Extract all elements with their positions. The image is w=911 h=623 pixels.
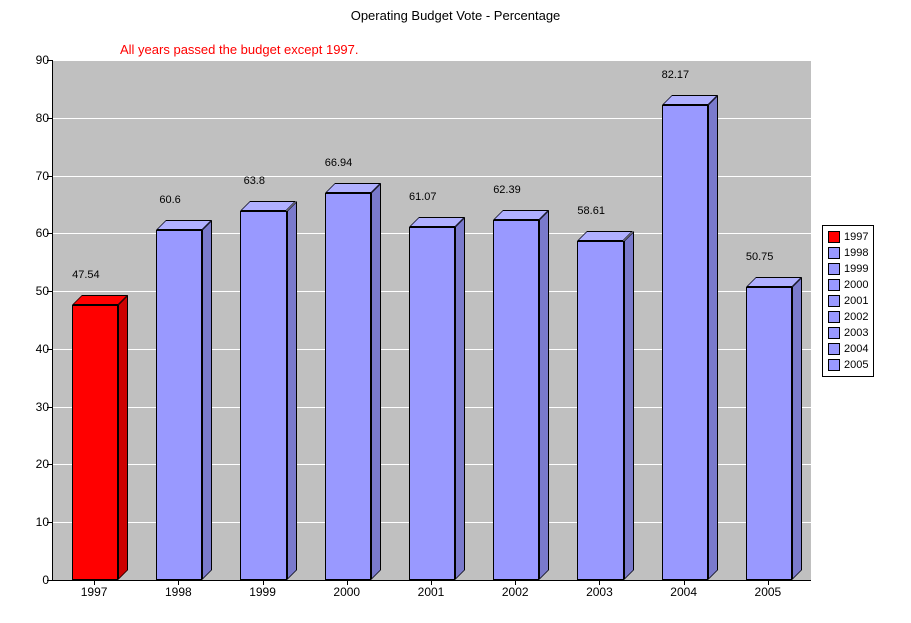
- xtick-mark: [94, 581, 95, 585]
- ytick-mark: [47, 291, 52, 292]
- ytick-label: 60: [9, 226, 49, 240]
- bar-2002: [493, 220, 539, 580]
- xtick-label: 2000: [333, 585, 360, 599]
- bar-2005: [746, 287, 792, 580]
- chart-title: Operating Budget Vote - Percentage: [0, 8, 911, 23]
- bar-2000: [325, 193, 371, 580]
- xtick-label: 2001: [418, 585, 445, 599]
- bar-side-shade: [455, 217, 465, 580]
- ytick-mark: [47, 176, 52, 177]
- bar-value-label: 61.07: [409, 191, 437, 203]
- legend-item: 1997: [828, 229, 868, 245]
- bar-side-shade: [202, 220, 212, 580]
- legend-swatch: [828, 279, 840, 291]
- ytick-label: 50: [9, 284, 49, 298]
- legend-swatch: [828, 311, 840, 323]
- ytick-label: 0: [9, 573, 49, 587]
- legend-swatch: [828, 327, 840, 339]
- bar-value-label: 47.54: [72, 269, 100, 281]
- bar-value-label: 66.94: [325, 157, 353, 169]
- ytick-mark: [47, 118, 52, 119]
- ytick-label: 70: [9, 169, 49, 183]
- ytick-mark: [47, 522, 52, 523]
- ytick-label: 40: [9, 342, 49, 356]
- bar-1997: [72, 305, 118, 580]
- chart-annotation: All years passed the budget except 1997.: [120, 42, 359, 57]
- legend-swatch: [828, 295, 840, 307]
- legend-label: 2002: [844, 311, 868, 323]
- plot-area: 47.54 60.6 63.8 66.94 61.07 62.39 58.61 82.17 50…: [52, 60, 811, 581]
- legend-item: 2002: [828, 309, 868, 325]
- bar-side-shade: [287, 201, 297, 580]
- ytick-mark: [47, 233, 52, 234]
- ytick-mark: [47, 580, 52, 581]
- legend-item: 2003: [828, 325, 868, 341]
- legend-swatch: [828, 263, 840, 275]
- bar-2003: [577, 241, 623, 580]
- legend: 1997 1998 1999 2000 2001 2002 2003 2004 2005: [822, 225, 874, 377]
- bar-value-label: 63.8: [244, 175, 265, 187]
- ytick-mark: [47, 464, 52, 465]
- bar-side-shade: [624, 231, 634, 580]
- ytick-mark: [47, 349, 52, 350]
- bar-side-shade: [708, 95, 718, 580]
- legend-label: 1997: [844, 231, 868, 243]
- legend-item: 2001: [828, 293, 868, 309]
- xtick-label: 2005: [755, 585, 782, 599]
- legend-item: 1998: [828, 245, 868, 261]
- xtick-label: 1998: [165, 585, 192, 599]
- bar-2001: [409, 227, 455, 580]
- ytick-mark: [47, 60, 52, 61]
- bar-side-shade: [539, 210, 549, 580]
- bar-1999: [240, 211, 286, 580]
- gridline: [53, 60, 811, 61]
- xtick-mark: [768, 581, 769, 585]
- legend-label: 2000: [844, 279, 868, 291]
- legend-label: 2001: [844, 295, 868, 307]
- xtick-label: 2004: [670, 585, 697, 599]
- xtick-mark: [431, 581, 432, 585]
- xtick-label: 2002: [502, 585, 529, 599]
- xtick-mark: [347, 581, 348, 585]
- legend-item: 2005: [828, 357, 868, 373]
- ytick-mark: [47, 407, 52, 408]
- ytick-label: 10: [9, 515, 49, 529]
- ytick-label: 90: [9, 53, 49, 67]
- bar-side-shade: [792, 277, 802, 580]
- xtick-label: 1999: [249, 585, 276, 599]
- legend-label: 2004: [844, 343, 868, 355]
- legend-item: 2000: [828, 277, 868, 293]
- xtick-mark: [515, 581, 516, 585]
- xtick-mark: [263, 581, 264, 585]
- bar-value-label: 60.6: [159, 194, 180, 206]
- ytick-label: 30: [9, 400, 49, 414]
- bar-2004: [662, 105, 708, 580]
- ytick-label: 80: [9, 111, 49, 125]
- bar-side-shade: [371, 183, 381, 580]
- bar-value-label: 50.75: [746, 251, 774, 263]
- xtick-mark: [178, 581, 179, 585]
- xtick-mark: [599, 581, 600, 585]
- bar-value-label: 62.39: [493, 184, 521, 196]
- legend-label: 1999: [844, 263, 868, 275]
- xtick-mark: [684, 581, 685, 585]
- legend-label: 2003: [844, 327, 868, 339]
- xtick-label: 1997: [81, 585, 108, 599]
- xtick-label: 2003: [586, 585, 613, 599]
- legend-label: 2005: [844, 359, 868, 371]
- bar-side-shade: [118, 295, 128, 580]
- legend-item: 2004: [828, 341, 868, 357]
- legend-swatch: [828, 343, 840, 355]
- legend-swatch: [828, 231, 840, 243]
- bar-1998: [156, 230, 202, 580]
- legend-swatch: [828, 359, 840, 371]
- legend-item: 1999: [828, 261, 868, 277]
- bar-value-label: 58.61: [577, 205, 605, 217]
- bar-value-label: 82.17: [662, 69, 690, 81]
- legend-label: 1998: [844, 247, 868, 259]
- ytick-label: 20: [9, 457, 49, 471]
- legend-swatch: [828, 247, 840, 259]
